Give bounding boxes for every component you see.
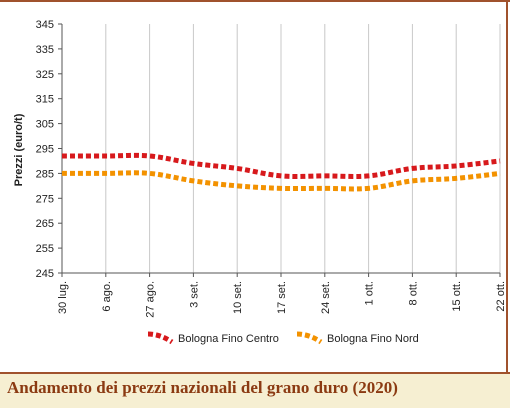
y-tick-labels: 245 255 265 275 285 295 305 315 325 335 345 [36, 19, 54, 280]
x-tick-label-6: 24 set. [320, 281, 332, 314]
line-chart: 245 255 265 275 285 295 305 315 325 335 345 30 lug… [13, 19, 507, 345]
x-tick-label-9: 15 ott. [451, 281, 463, 312]
x-tick-label-0: 30 lug. [57, 281, 69, 314]
legend-label-0: Bologna Fino Centro [178, 333, 279, 345]
y-tick-label-1: 255 [36, 243, 54, 255]
chart-title-bar: Andamento dei prezzi nazionali del grano… [0, 372, 510, 408]
frame-right-border [506, 0, 508, 372]
x-tick-label-10: 22 ott. [495, 281, 507, 312]
y-tick-label-2: 265 [36, 218, 54, 230]
x-tick-label-3: 3 set. [188, 281, 200, 308]
chart-title: Andamento dei prezzi nazionali del grano… [7, 378, 398, 397]
legend-swatch-1 [296, 331, 323, 345]
x-tick-label-5: 17 set. [276, 281, 288, 314]
x-tick-label-4: 10 set. [232, 281, 244, 314]
grid-lines [61, 24, 501, 273]
y-tick-label-9: 335 [36, 44, 54, 56]
x-tick-labels: 30 lug. 6 ago. 27 ago. 3 set. 10 set. 17 set.… [57, 281, 507, 318]
legend-swatch-0 [147, 331, 174, 345]
series-lines [61, 152, 501, 192]
x-tick-label-8: 8 ott. [407, 281, 419, 305]
y-tick-label-7: 315 [36, 94, 54, 106]
x-tick-label-1: 6 ago. [101, 281, 113, 312]
y-tick-label-4: 285 [36, 168, 54, 180]
legend-label-1: Bologna Fino Nord [327, 333, 419, 345]
legend: Bologna Fino Centro Bologna Fino Nord [147, 331, 419, 345]
frame-top-border [0, 0, 510, 2]
y-tick-label-10: 345 [36, 19, 54, 31]
y-tick-label-8: 325 [36, 69, 54, 81]
y-tick-label-0: 245 [36, 268, 54, 280]
y-tick-label-3: 275 [36, 193, 54, 205]
x-tick-label-7: 1 ott. [364, 281, 376, 305]
y-tick-label-6: 305 [36, 119, 54, 131]
x-tick-label-2: 27 ago. [145, 281, 157, 318]
y-tick-label-5: 295 [36, 144, 54, 156]
axes [58, 23, 501, 277]
y-axis-title: Prezzi (euro/t) [13, 113, 25, 186]
